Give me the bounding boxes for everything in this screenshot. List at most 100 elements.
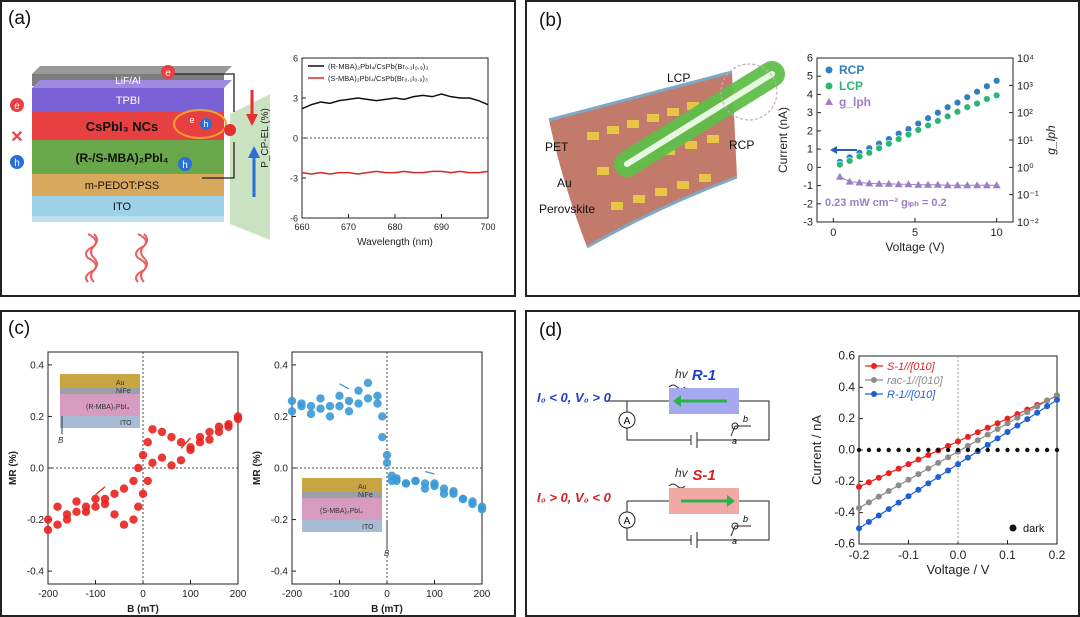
series-line-1 xyxy=(301,170,489,175)
panel-a: (a) LiF/Al TPBI CsPbI₃ NCs (R-/S-MBA)₂Pb… xyxy=(0,0,516,297)
x-tick-label: 0 xyxy=(384,589,390,600)
mr-point-backward xyxy=(100,499,110,509)
ito-label: ITO xyxy=(113,201,132,213)
data-point-LCP xyxy=(983,95,991,103)
svg-text:e: e xyxy=(189,115,194,125)
panel-label-c: (c) xyxy=(8,318,31,339)
x-tick-label: -0.1 xyxy=(898,548,919,562)
mr-point-backward xyxy=(233,412,243,421)
mr-point-down-sweep xyxy=(373,399,382,408)
svg-text:(S-MBA)₂PbI₄: (S-MBA)₂PbI₄ xyxy=(320,508,363,515)
polarization-ring xyxy=(720,63,778,121)
mr-point-down-sweep xyxy=(335,391,344,401)
iv-point-S-1//[010] xyxy=(984,424,991,431)
mr-point-forward xyxy=(205,435,214,444)
chart-c: -200 -100 0 100 200 -0.4 -0.2 0.0 0.2 0.4 B (mT) MR… xyxy=(8,351,491,615)
iv-point-R-1//[010] xyxy=(1004,428,1011,435)
data-point-LCP xyxy=(934,117,942,125)
y-tick-label: 0.6 xyxy=(838,349,855,363)
chart-b: 0 5 10 -3 -2 -1 0 1 2 3 4 5 6 Voltage (V) Current (nA)… xyxy=(776,53,1058,255)
data-point-RCP xyxy=(992,77,1001,85)
ncs-label: CsPbI₃ NCs xyxy=(86,119,158,134)
iv-point-R-1//[010] xyxy=(885,506,892,513)
sweep-arrow xyxy=(95,486,106,496)
chiral-helix-icon xyxy=(85,233,148,283)
mr-point-up-sweep xyxy=(344,407,354,416)
axis-arrow-left-head xyxy=(830,146,837,154)
sweep-arrow xyxy=(180,437,191,449)
y-axis-label: Current / nA xyxy=(809,415,824,485)
mr-point-backward xyxy=(134,502,143,511)
iv-point-dark xyxy=(1005,447,1010,453)
data-point-RCP xyxy=(934,108,942,117)
iv-point-R-1//[010] xyxy=(856,525,862,532)
iv-point-S-1//[010] xyxy=(955,438,961,445)
data-point-LCP xyxy=(836,160,844,169)
x-tick-label: 690 xyxy=(434,222,449,232)
x-axis-label: B (mT) xyxy=(371,604,403,615)
exciton-icon: e h xyxy=(186,114,212,130)
data-point-LCP xyxy=(865,149,873,157)
mr-point-backward xyxy=(176,456,186,465)
svg-text:b: b xyxy=(743,414,748,424)
mr-point-down-sweep xyxy=(316,394,325,403)
mr-point-backward xyxy=(186,445,195,455)
mr-point-forward xyxy=(129,476,138,486)
x-tick-label: 660 xyxy=(294,222,309,232)
iv-point-rac-1//[010] xyxy=(905,476,912,483)
data-point-LCP xyxy=(943,112,952,121)
x-axis-label: B (mT) xyxy=(127,604,159,615)
svg-text:b: b xyxy=(743,514,748,524)
electron-icon: e xyxy=(161,65,175,79)
mr-point-up-sweep xyxy=(306,409,316,419)
chart-d: -0.2 -0.1 0.0 0.1 0.2 -0.6 -0.4 -0.2 0.0 0.2 0.4 0.… xyxy=(809,349,1066,578)
iv-point-S-1//[010] xyxy=(885,470,892,477)
iv-point-rac-1//[010] xyxy=(885,488,892,495)
iv-point-R-1//[010] xyxy=(1054,396,1060,403)
iv-point-rac-1//[010] xyxy=(895,482,902,489)
mr-point-backward xyxy=(138,489,148,498)
x-tick-label: 0.1 xyxy=(999,548,1016,562)
data-point-LCP xyxy=(894,135,903,143)
iv-point-S-1//[010] xyxy=(994,420,1001,427)
mr-point-down-sweep xyxy=(306,401,316,411)
iv-point-dark xyxy=(985,447,990,453)
y-tick-label: -3 xyxy=(290,174,298,184)
mr-point-forward xyxy=(157,427,167,437)
panel-b: (b) LCP RCP PET Au Perovskite 0 5 10 -3 -2 -1… xyxy=(525,0,1080,297)
panel-c: (c) -200 -100 0 100 200 -0.4 -0.2 0.0 0.2 0.4 B (m… xyxy=(0,310,516,617)
y-axis-label: P_CP-EL (%) xyxy=(260,108,271,168)
data-point-RCP xyxy=(953,98,962,107)
y-tick-label: -0.4 xyxy=(834,505,855,519)
mr-point-backward xyxy=(129,515,138,524)
y-tick-label: -2 xyxy=(803,198,813,210)
data-point-RCP xyxy=(983,82,991,90)
perovskite-label: Perovskite xyxy=(539,202,595,216)
y-tick-label: -0.4 xyxy=(271,567,289,578)
y-tick-label: 1 xyxy=(807,144,813,156)
svg-text:NiFe: NiFe xyxy=(358,492,373,499)
condition-r1: I₀ < 0, V₀ > 0 xyxy=(537,390,612,405)
data-point-RCP xyxy=(943,103,952,111)
blocked-cross-icon: ✕ xyxy=(10,129,23,146)
iv-point-S-1//[010] xyxy=(865,479,872,486)
mr-point-up-sweep xyxy=(363,378,373,388)
mr-point-down-sweep xyxy=(354,386,363,395)
iv-point-R-1//[010] xyxy=(915,486,922,493)
svg-text:(R-MBA)₂PbI₄: (R-MBA)₂PbI₄ xyxy=(86,404,129,411)
iv-point-R-1//[010] xyxy=(1044,403,1051,410)
y-tick-label: 0.0 xyxy=(30,464,44,475)
iv-point-dark xyxy=(1044,447,1050,453)
y-tick-label: -1 xyxy=(803,180,813,192)
iv-point-dark xyxy=(1035,447,1040,453)
mr-point-forward xyxy=(119,484,129,493)
mr-point-backward xyxy=(224,419,233,429)
y-tick-label: 6 xyxy=(293,54,298,64)
legend-marker-1 xyxy=(871,377,877,383)
y-tick-label: 0.4 xyxy=(30,360,44,371)
mr-point-up-sweep xyxy=(449,489,458,498)
ito-layer xyxy=(32,196,224,216)
data-point-LCP xyxy=(885,139,893,148)
y-tick-label: 0.2 xyxy=(838,411,855,425)
svg-text:e: e xyxy=(165,68,171,79)
